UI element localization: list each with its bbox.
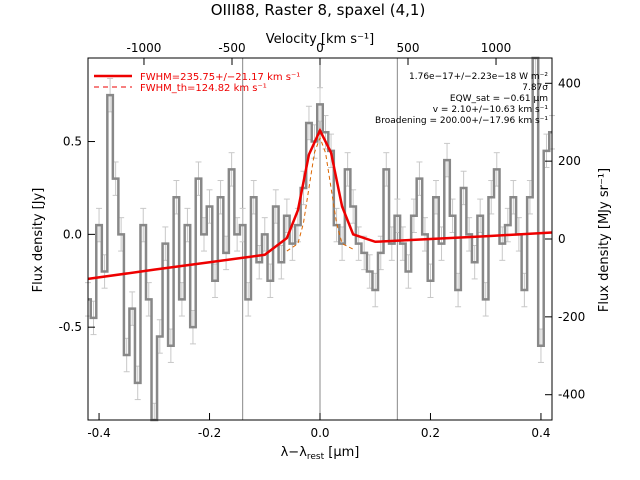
y-tick-label-right: 200	[558, 154, 581, 168]
annotation-sigma: 7.87σ	[522, 83, 548, 93]
annotation-flux: 1.76e−17+/−2.23e−18 W m⁻²	[409, 72, 548, 82]
x-tick-label: 0.4	[531, 426, 550, 440]
velocity-tick-label: -1000	[127, 41, 162, 55]
legend-fwhm-label: FWHM=235.75+/−21.17 km s⁻¹	[140, 72, 300, 83]
y-tick-label-right: 0	[558, 232, 566, 246]
y-tick-label-left: 0.0	[63, 227, 82, 241]
x-tick-label: 0.2	[421, 426, 440, 440]
annotation-broadening: Broadening = 200.00+/−17.96 km s⁻¹	[375, 116, 548, 126]
velocity-tick-label: 0	[316, 41, 324, 55]
x-tick-label: -0.4	[87, 426, 110, 440]
y-tick-label-right: -200	[558, 310, 585, 324]
legend-fwhm-th-label: FWHM_th=124.82 km s⁻¹	[140, 83, 267, 94]
y-axis-label-right: Flux density [MJy sr⁻¹]	[597, 168, 612, 312]
spectrum-step-line	[88, 56, 552, 422]
velocity-tick-label: -500	[218, 41, 245, 55]
legend: FWHM=235.75+/−21.17 km s⁻¹ FWHM_th=124.8…	[94, 72, 300, 94]
axis-ticks: -0.4 -0.2 0.0 0.2 0.4 -0.5 0.0 0.5 -400 -200 0 200 4…	[59, 41, 586, 440]
x-axis-label: λ−λrest [μm]	[281, 445, 360, 462]
y-tick-label-left: 0.5	[63, 135, 82, 149]
annotation-eqw: EQW_sat = −0.61 μm	[450, 94, 548, 104]
velocity-tick-label: 1000	[481, 41, 512, 55]
fitted-gaussian-line	[87, 127, 553, 281]
model-curves	[87, 127, 553, 281]
observed-spectrum	[85, 56, 555, 422]
x-tick-label: -0.2	[198, 426, 221, 440]
thermal-profile-dashed	[286, 136, 354, 252]
y-axis-label-left: Flux density [Jy]	[31, 188, 46, 293]
annotation-velocity: v = 2.10+/−10.63 km s⁻¹	[433, 105, 549, 115]
velocity-tick-label: 500	[397, 41, 420, 55]
x-tick-label: 0.0	[310, 426, 329, 440]
fit-annotations: 1.76e−17+/−2.23e−18 W m⁻² 7.87σ EQW_sat …	[375, 72, 548, 126]
chart-title: OIII88, Raster 8, spaxel (4,1)	[211, 1, 426, 19]
top-axis-label: Velocity [km s⁻¹]	[266, 32, 374, 47]
y-tick-label-right: 400	[558, 76, 581, 90]
y-tick-label-left: -0.5	[59, 320, 82, 334]
y-tick-label-right: -400	[558, 388, 585, 402]
